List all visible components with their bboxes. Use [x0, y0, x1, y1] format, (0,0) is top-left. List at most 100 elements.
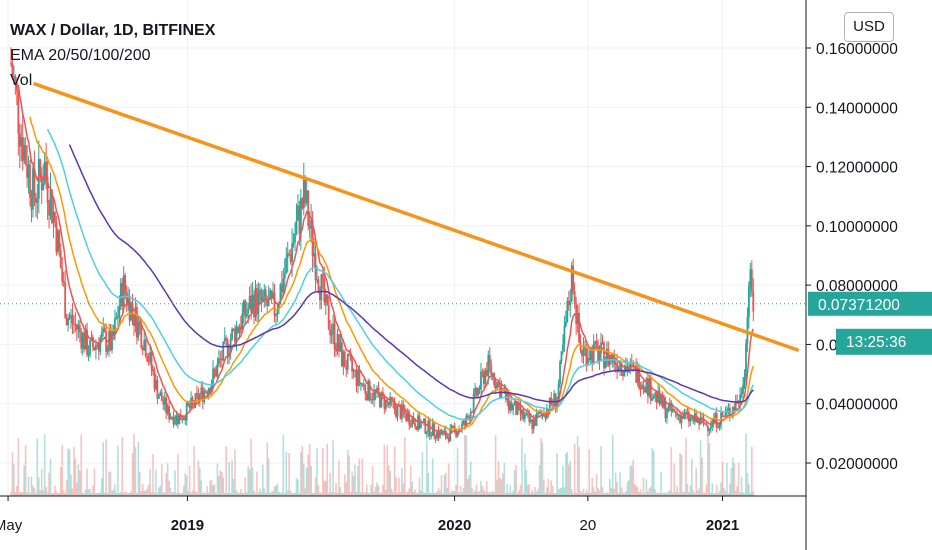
currency-button[interactable]: USD [844, 12, 894, 42]
volume-bar [311, 492, 314, 496]
candle-body [321, 274, 324, 279]
volume-bar [418, 477, 421, 496]
volume-bar [674, 491, 677, 496]
candle-body [572, 265, 575, 292]
volume-bars [10, 433, 755, 496]
ema-200-line [68, 144, 754, 403]
volume-bar [486, 481, 488, 496]
volume-bar [117, 445, 119, 496]
candle-body [521, 410, 523, 415]
volume-bar [368, 492, 371, 496]
volume-bar [360, 492, 362, 496]
candle-body [620, 363, 623, 372]
candle-body [133, 313, 135, 326]
candle-body [434, 435, 437, 439]
candle-body [450, 425, 453, 429]
volume-bar [355, 491, 358, 496]
candle-body [441, 431, 444, 435]
candle-body [605, 348, 608, 361]
volume-bar [83, 492, 85, 496]
volume-bar [507, 492, 510, 496]
candle-body [114, 318, 116, 335]
candle-body [715, 413, 718, 428]
candle-body [81, 333, 84, 349]
volume-bar [591, 477, 594, 496]
candle-body [210, 383, 213, 393]
candle-body [455, 428, 457, 437]
candle-body [743, 377, 746, 386]
candle-body [93, 347, 96, 350]
candle-body [532, 419, 535, 430]
candle-body [661, 394, 664, 408]
symbol-title[interactable]: WAX / Dollar, 1D, BITFINEX [10, 22, 216, 39]
candle-body [518, 403, 520, 406]
candle-body [384, 399, 387, 409]
candle-body [658, 390, 661, 404]
candle-body [431, 423, 434, 436]
volume-bar [502, 473, 504, 496]
volume-bar [377, 484, 380, 496]
candle-body [74, 324, 77, 326]
volume-bar [229, 492, 232, 496]
candle-body [531, 419, 534, 430]
volume-bar [529, 493, 532, 496]
volume-bar [477, 491, 479, 496]
candle-body [348, 354, 351, 356]
candle-body [311, 220, 314, 257]
candle-body [677, 414, 680, 416]
candle-body [285, 258, 288, 274]
candle-body [304, 179, 307, 203]
volume-bar [710, 492, 712, 496]
volume-bar [281, 492, 283, 496]
volume-bar [14, 492, 17, 496]
candle-body [670, 402, 673, 412]
volume-bar [58, 492, 61, 496]
candle-body [40, 175, 43, 191]
ema-indicator-label[interactable]: EMA 20/50/100/200 [10, 47, 151, 64]
volume-bar [62, 490, 65, 496]
volume-bar [740, 476, 743, 496]
candle-body [298, 205, 301, 234]
volume-indicator-label[interactable]: Vol [10, 72, 33, 89]
volume-bar [458, 492, 460, 496]
volume-bar [658, 492, 661, 496]
volume-bar [76, 482, 78, 496]
candle-body [256, 288, 258, 315]
volume-bar [433, 492, 435, 496]
trendline[interactable] [33, 81, 800, 353]
candle-body [77, 324, 80, 330]
candle-body [289, 254, 292, 262]
volume-bar [276, 483, 279, 496]
volume-bar [715, 484, 718, 496]
time-axis[interactable]: May 2019 2020 20 2021 [0, 495, 806, 534]
candle-body [89, 340, 91, 355]
volume-bar [65, 480, 68, 496]
volume-bar [471, 488, 473, 496]
candle-body [446, 436, 449, 439]
volume-bar [61, 444, 64, 496]
candle-body [245, 313, 248, 317]
candle-body [717, 427, 720, 429]
candle-body [36, 198, 39, 203]
candle-body [680, 415, 683, 423]
volume-bar [648, 488, 651, 496]
volume-bar [595, 473, 598, 496]
volume-bar [156, 492, 159, 496]
price-axis[interactable]: 0.020000000.040000000.060000000.08000000… [805, 0, 932, 550]
candle-body [263, 289, 266, 297]
volume-bar [475, 484, 478, 496]
volume-bar [748, 484, 750, 496]
volume-bar [670, 447, 673, 496]
volume-bar [680, 454, 683, 496]
volume-bar [127, 492, 129, 496]
candle-body [553, 393, 556, 406]
candle-body [522, 410, 525, 419]
volume-bar [676, 486, 678, 496]
candle-body [150, 352, 153, 370]
candle-body [393, 401, 396, 410]
volume-bar [578, 446, 580, 496]
volume-bar [669, 490, 671, 496]
candle-body [67, 318, 69, 326]
candle-body [362, 384, 365, 386]
